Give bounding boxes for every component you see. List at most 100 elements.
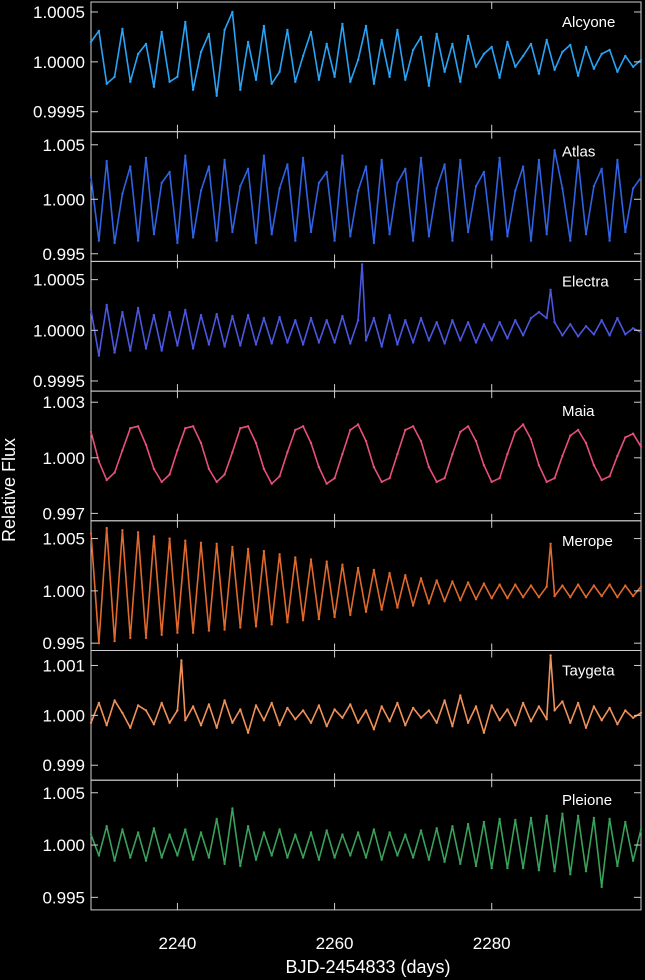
data-point	[435, 827, 438, 830]
y-tick-label: 1.000	[42, 836, 85, 855]
series-line-electra	[90, 263, 642, 357]
data-point	[278, 553, 281, 556]
data-point	[569, 43, 572, 47]
data-point	[144, 347, 148, 350]
data-point	[89, 308, 93, 312]
data-point	[549, 542, 552, 545]
data-point	[639, 331, 643, 334]
data-point	[294, 556, 297, 559]
data-point	[474, 864, 478, 868]
data-point	[411, 341, 415, 344]
data-point	[160, 181, 163, 185]
data-point	[176, 241, 179, 245]
data-point	[388, 720, 391, 723]
data-point	[419, 829, 423, 832]
data-point	[309, 30, 313, 34]
data-point	[600, 478, 603, 482]
data-point	[639, 445, 643, 448]
data-point	[364, 856, 368, 859]
x-axis-tick-labels: 2240 2260 2280	[159, 934, 511, 953]
y-tick-label: 0.995	[42, 245, 85, 264]
data-point	[396, 854, 399, 857]
data-point	[191, 858, 195, 861]
data-point	[521, 866, 525, 870]
data-point	[427, 602, 431, 605]
data-point	[388, 313, 391, 317]
data-point	[466, 230, 470, 234]
data-point	[451, 580, 454, 583]
data-point	[549, 288, 552, 291]
data-point	[333, 856, 336, 859]
x-tick-label: 2260	[316, 934, 354, 953]
data-point	[239, 708, 242, 711]
data-point	[246, 731, 250, 734]
data-point	[168, 473, 171, 476]
data-point	[191, 425, 195, 428]
data-point	[341, 154, 344, 157]
panel-maia: 0.997 1.000 1.003 Maia	[42, 390, 643, 523]
data-point	[506, 708, 509, 711]
data-point	[129, 349, 132, 352]
data-point	[459, 694, 462, 697]
data-point	[254, 441, 258, 445]
data-point	[199, 724, 203, 727]
data-point	[333, 477, 336, 480]
data-point	[207, 32, 211, 36]
data-point	[136, 239, 140, 242]
data-point	[341, 314, 344, 318]
data-point	[608, 583, 611, 586]
data-point	[498, 719, 501, 722]
data-point	[600, 594, 603, 598]
y-tick-label: 1.003	[42, 393, 85, 412]
data-point	[631, 859, 635, 862]
data-point	[184, 427, 187, 430]
data-point	[215, 94, 218, 98]
data-point	[97, 239, 101, 242]
data-point	[443, 70, 446, 74]
data-point	[482, 820, 486, 824]
data-point	[451, 452, 454, 456]
data-point	[317, 465, 321, 469]
data-point	[521, 165, 525, 168]
data-point	[207, 165, 211, 168]
data-point	[270, 623, 273, 626]
data-point	[254, 78, 258, 82]
data-point	[262, 549, 266, 553]
data-point	[474, 341, 478, 344]
data-point	[168, 80, 171, 84]
data-point	[545, 38, 548, 42]
data-point	[443, 600, 446, 603]
data-point	[569, 873, 572, 876]
data-point	[215, 239, 218, 242]
data-point	[498, 583, 501, 586]
data-point	[459, 339, 462, 342]
data-point	[97, 642, 101, 645]
data-point	[553, 709, 556, 712]
data-point	[529, 816, 533, 820]
data-point	[364, 165, 368, 168]
data-point	[569, 239, 572, 242]
y-tick-label: 1.0005	[33, 271, 85, 290]
data-point	[105, 724, 108, 727]
data-point	[561, 50, 564, 54]
data-point	[443, 477, 446, 480]
data-point	[121, 310, 124, 314]
data-point	[569, 596, 572, 599]
panel-taygeta: 0.999 1.000 1.001 Taygeta	[42, 650, 643, 781]
data-point	[152, 233, 156, 236]
data-point	[207, 343, 211, 346]
data-point	[608, 817, 611, 821]
data-point	[624, 709, 627, 712]
data-point	[482, 464, 486, 467]
data-point	[136, 306, 140, 310]
data-point	[231, 230, 234, 234]
data-point	[466, 822, 470, 826]
data-point	[325, 170, 328, 174]
data-point	[254, 241, 258, 245]
data-point	[631, 327, 635, 330]
data-point	[309, 230, 313, 234]
data-point	[514, 818, 517, 822]
data-point	[105, 825, 108, 828]
data-point	[121, 27, 124, 31]
data-point	[451, 725, 454, 728]
